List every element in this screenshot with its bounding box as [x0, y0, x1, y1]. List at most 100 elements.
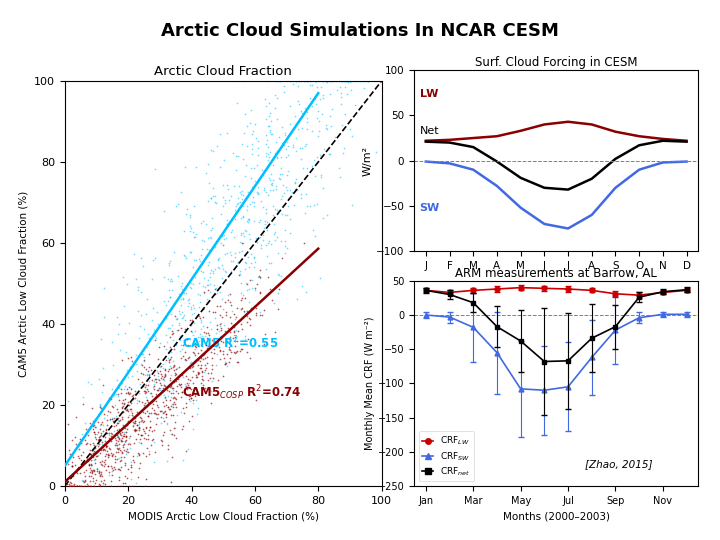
- Point: [294, 77, 305, 85]
- Point: [234, 237, 246, 246]
- Point: [279, 129, 291, 137]
- Point: [96, 468, 107, 476]
- Point: [198, 328, 210, 337]
- Point: [205, 226, 217, 234]
- Point: [93, 375, 104, 383]
- Point: [80, 476, 91, 485]
- Point: [194, 314, 205, 322]
- Point: [311, 77, 323, 85]
- Point: [160, 345, 171, 353]
- Point: [138, 427, 150, 435]
- Point: [264, 186, 276, 194]
- Point: [158, 296, 170, 305]
- Point: [184, 397, 196, 406]
- Point: [117, 395, 129, 404]
- Point: [217, 294, 228, 303]
- Point: [197, 350, 209, 359]
- Point: [214, 327, 225, 335]
- Point: [176, 285, 188, 293]
- Point: [230, 315, 241, 323]
- Point: [310, 171, 321, 180]
- Point: [126, 384, 138, 393]
- Point: [217, 347, 229, 355]
- Point: [174, 380, 185, 389]
- Point: [207, 374, 219, 382]
- Point: [96, 461, 107, 469]
- Point: [222, 185, 233, 193]
- Point: [336, 77, 348, 85]
- Point: [231, 336, 243, 345]
- Point: [148, 380, 160, 388]
- Point: [168, 431, 180, 440]
- Point: [149, 336, 161, 345]
- Point: [225, 256, 237, 265]
- Point: [232, 259, 243, 267]
- Point: [207, 267, 218, 276]
- Point: [111, 454, 122, 463]
- Point: [112, 448, 123, 457]
- Point: [85, 482, 96, 490]
- Point: [97, 446, 109, 455]
- Point: [74, 482, 86, 490]
- Point: [140, 434, 152, 443]
- Point: [135, 380, 146, 388]
- Point: [125, 440, 136, 448]
- Point: [89, 469, 101, 478]
- X-axis label: Months (2000–2003): Months (2000–2003): [503, 511, 610, 521]
- Point: [63, 474, 74, 483]
- Point: [64, 482, 76, 490]
- Point: [243, 263, 255, 272]
- Point: [217, 305, 229, 313]
- Point: [120, 388, 132, 397]
- Point: [314, 94, 325, 103]
- Point: [205, 193, 217, 202]
- Point: [170, 341, 181, 349]
- Point: [248, 127, 259, 136]
- Point: [91, 464, 103, 473]
- Point: [127, 420, 139, 429]
- Point: [142, 397, 153, 406]
- Point: [162, 354, 174, 362]
- Point: [87, 476, 99, 485]
- Point: [161, 457, 173, 465]
- Point: [136, 416, 148, 424]
- Title: Surf. Cloud Forcing in CESM: Surf. Cloud Forcing in CESM: [475, 56, 637, 69]
- Point: [112, 436, 124, 445]
- Point: [147, 435, 158, 443]
- Point: [253, 151, 264, 159]
- Point: [325, 90, 336, 99]
- Point: [120, 382, 131, 390]
- Point: [271, 77, 282, 85]
- Point: [251, 309, 262, 318]
- Point: [284, 186, 295, 194]
- Point: [122, 417, 134, 426]
- Point: [130, 425, 141, 434]
- Point: [206, 353, 217, 362]
- Point: [164, 382, 176, 391]
- Point: [201, 334, 212, 342]
- Point: [102, 462, 114, 470]
- Point: [215, 320, 226, 328]
- Point: [98, 457, 109, 466]
- Point: [185, 248, 197, 256]
- Point: [252, 189, 264, 198]
- Point: [127, 413, 139, 422]
- Point: [94, 480, 105, 489]
- Point: [215, 163, 226, 171]
- Point: [264, 99, 275, 107]
- Point: [261, 102, 272, 110]
- Point: [168, 361, 180, 370]
- Point: [258, 340, 270, 348]
- Point: [246, 105, 257, 114]
- Point: [176, 307, 187, 316]
- Point: [164, 374, 176, 382]
- Point: [112, 405, 123, 414]
- Point: [210, 329, 222, 338]
- Point: [325, 77, 337, 85]
- Point: [187, 362, 199, 371]
- Point: [168, 247, 179, 256]
- Point: [206, 146, 217, 154]
- Point: [120, 427, 132, 436]
- Point: [117, 427, 128, 436]
- Point: [188, 349, 199, 357]
